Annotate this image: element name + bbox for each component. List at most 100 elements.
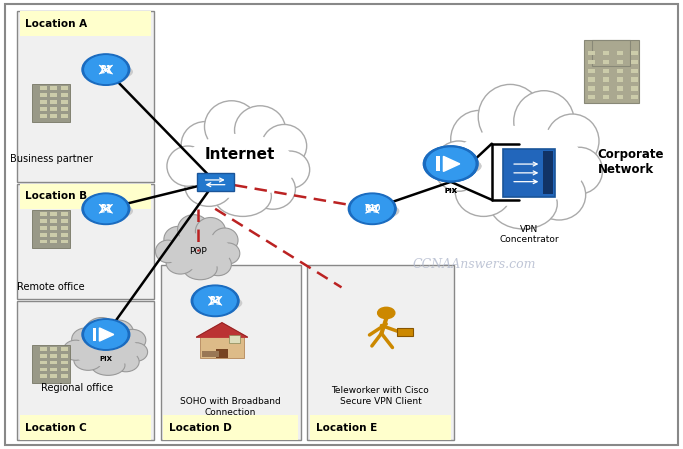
FancyBboxPatch shape: [51, 219, 57, 223]
FancyBboxPatch shape: [436, 156, 440, 172]
Text: R3: R3: [210, 296, 221, 305]
FancyBboxPatch shape: [602, 78, 609, 82]
FancyBboxPatch shape: [602, 95, 609, 100]
FancyBboxPatch shape: [20, 11, 151, 36]
FancyBboxPatch shape: [51, 100, 57, 104]
Ellipse shape: [185, 166, 233, 207]
Ellipse shape: [83, 63, 133, 80]
FancyBboxPatch shape: [17, 11, 154, 182]
Ellipse shape: [204, 101, 259, 153]
FancyBboxPatch shape: [51, 347, 57, 351]
Text: Remote office: Remote office: [17, 282, 85, 292]
FancyBboxPatch shape: [61, 93, 68, 97]
Ellipse shape: [514, 91, 574, 152]
FancyBboxPatch shape: [592, 40, 630, 66]
Ellipse shape: [64, 340, 88, 360]
Text: Location A: Location A: [25, 18, 87, 29]
FancyBboxPatch shape: [307, 265, 454, 440]
FancyBboxPatch shape: [61, 347, 68, 351]
FancyBboxPatch shape: [584, 40, 639, 103]
Circle shape: [85, 56, 127, 84]
Circle shape: [85, 321, 127, 348]
FancyBboxPatch shape: [161, 265, 301, 440]
Ellipse shape: [166, 251, 195, 274]
Ellipse shape: [424, 156, 482, 176]
Text: SOHO with Broadband
Connection: SOHO with Broadband Connection: [180, 397, 281, 417]
Ellipse shape: [120, 330, 146, 351]
Polygon shape: [197, 323, 248, 337]
Text: Internet: Internet: [205, 147, 275, 163]
FancyBboxPatch shape: [617, 69, 624, 73]
FancyBboxPatch shape: [199, 336, 245, 358]
FancyBboxPatch shape: [588, 60, 595, 64]
FancyBboxPatch shape: [61, 374, 68, 378]
FancyBboxPatch shape: [631, 78, 637, 82]
Text: CCNAAnswers.com: CCNAAnswers.com: [413, 259, 536, 271]
FancyBboxPatch shape: [40, 354, 46, 357]
Ellipse shape: [182, 134, 296, 198]
FancyBboxPatch shape: [40, 374, 46, 378]
Circle shape: [82, 54, 130, 85]
Ellipse shape: [72, 328, 100, 351]
Ellipse shape: [167, 146, 209, 186]
Ellipse shape: [178, 215, 210, 244]
Ellipse shape: [164, 226, 193, 252]
FancyBboxPatch shape: [61, 107, 68, 111]
Ellipse shape: [451, 110, 507, 168]
FancyBboxPatch shape: [61, 240, 68, 243]
FancyBboxPatch shape: [397, 328, 413, 336]
FancyBboxPatch shape: [51, 226, 57, 230]
Ellipse shape: [424, 156, 482, 176]
FancyBboxPatch shape: [197, 172, 234, 191]
Ellipse shape: [490, 179, 557, 229]
Text: PIX: PIX: [444, 188, 458, 194]
FancyBboxPatch shape: [40, 219, 46, 223]
Text: POP: POP: [189, 247, 207, 256]
Ellipse shape: [434, 141, 484, 191]
FancyBboxPatch shape: [51, 354, 57, 357]
Ellipse shape: [192, 295, 242, 312]
Circle shape: [427, 148, 475, 180]
FancyBboxPatch shape: [51, 240, 57, 243]
Text: Corporate
Network: Corporate Network: [598, 148, 664, 176]
Ellipse shape: [181, 122, 229, 167]
Ellipse shape: [92, 355, 125, 375]
FancyBboxPatch shape: [617, 78, 624, 82]
FancyBboxPatch shape: [61, 361, 68, 365]
Polygon shape: [100, 328, 114, 341]
Ellipse shape: [184, 257, 217, 280]
FancyBboxPatch shape: [631, 86, 637, 91]
Ellipse shape: [113, 352, 139, 372]
FancyBboxPatch shape: [631, 69, 637, 73]
FancyBboxPatch shape: [631, 60, 637, 64]
Ellipse shape: [270, 151, 309, 189]
FancyBboxPatch shape: [617, 51, 624, 56]
Ellipse shape: [557, 147, 602, 194]
FancyBboxPatch shape: [61, 233, 68, 237]
FancyBboxPatch shape: [51, 367, 57, 371]
FancyBboxPatch shape: [61, 114, 68, 118]
FancyBboxPatch shape: [40, 114, 46, 118]
Ellipse shape: [165, 233, 232, 269]
Text: Regional office: Regional office: [41, 383, 113, 393]
Ellipse shape: [103, 320, 133, 344]
Ellipse shape: [453, 126, 586, 207]
FancyBboxPatch shape: [631, 51, 637, 56]
FancyBboxPatch shape: [588, 51, 595, 56]
FancyBboxPatch shape: [588, 78, 595, 82]
FancyBboxPatch shape: [588, 69, 595, 73]
FancyBboxPatch shape: [40, 240, 46, 243]
Circle shape: [351, 195, 393, 223]
FancyBboxPatch shape: [602, 51, 609, 56]
FancyBboxPatch shape: [40, 107, 46, 111]
FancyBboxPatch shape: [588, 95, 595, 100]
Ellipse shape: [546, 114, 599, 168]
Ellipse shape: [124, 343, 148, 361]
Text: R2: R2: [100, 204, 111, 213]
FancyBboxPatch shape: [40, 93, 46, 97]
FancyBboxPatch shape: [33, 210, 70, 248]
Ellipse shape: [349, 202, 400, 220]
FancyBboxPatch shape: [543, 151, 553, 194]
FancyBboxPatch shape: [602, 60, 609, 64]
FancyBboxPatch shape: [588, 86, 595, 91]
